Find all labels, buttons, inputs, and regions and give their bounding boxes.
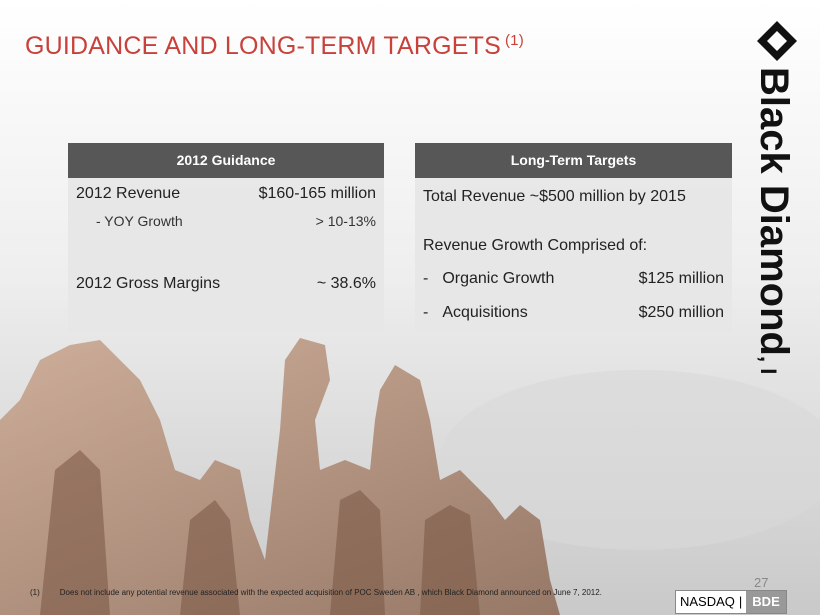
footnote: (1) Does not include any potential revenu… [30, 588, 640, 598]
text: $160-165 million [258, 185, 376, 202]
box-heading: Long-Term Targets [415, 143, 732, 178]
text: 2012 Revenue [76, 185, 181, 202]
text: Organic Growth [442, 270, 555, 287]
text: Acquisitions [442, 304, 528, 321]
text: $250 million [638, 304, 724, 321]
page-number: 27 [754, 575, 769, 590]
text: GUIDANCE AND LONG-TERM TARGETS [25, 32, 501, 60]
text: NASDAQ [680, 594, 735, 609]
row: - Organic Growth $125 million [423, 270, 724, 288]
ticker-badge: NASDAQ | BDE [675, 590, 787, 614]
text: | [738, 594, 743, 609]
text: Does not include any potential revenue a… [59, 588, 602, 597]
box-heading: 2012 Guidance [68, 143, 384, 178]
row: 2012 Revenue $160-165 million [76, 185, 376, 203]
text: Black Diamond [752, 67, 796, 356]
logo-icon [757, 21, 797, 61]
slide-title: GUIDANCE AND LONG-TERM TARGETS (1) [25, 32, 524, 61]
text: - [423, 270, 429, 287]
text: ~ 38.6% [316, 275, 376, 292]
text: > 10-13% [315, 213, 376, 229]
text: BDE [746, 591, 786, 613]
guidance-box: 2012 Guidance 2012 Revenue $160-165 milli… [68, 143, 384, 333]
text: Total Revenue ~$500 million by 2015 [423, 188, 686, 205]
row: Revenue Growth Comprised of: [423, 237, 724, 255]
text: , Inc. [756, 356, 781, 375]
row: - YOY Growth > 10-13% [96, 213, 376, 229]
text: (1) [30, 588, 40, 597]
row: Total Revenue ~$500 million by 2015 [423, 188, 724, 206]
row: - Acquisitions $250 million [423, 304, 724, 322]
text: Revenue Growth Comprised of: [423, 237, 648, 254]
text: 2012 Gross Margins [76, 275, 221, 292]
row: 2012 Gross Margins ~ 38.6% [76, 275, 376, 293]
logo: Black Diamond, Inc. [752, 21, 797, 375]
text: - [423, 304, 429, 321]
text: - YOY Growth [96, 213, 183, 229]
text: $125 million [638, 270, 724, 287]
logo-text: Black Diamond, Inc. [752, 67, 796, 375]
targets-box: Long-Term Targets Total Revenue ~$500 mi… [415, 143, 732, 333]
footnote-ref: (1) [504, 32, 524, 49]
